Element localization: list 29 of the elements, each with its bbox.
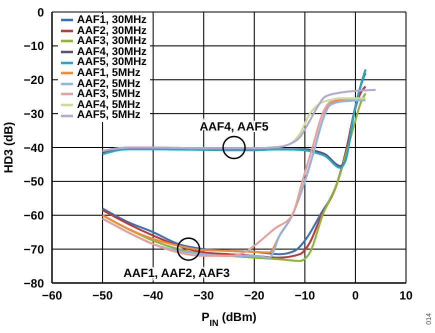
y-tick-label: −10: [24, 39, 44, 54]
legend-label: AAF5, 5MHz: [77, 109, 141, 122]
x-tick-label: −60: [42, 288, 62, 303]
x-tick-label: −50: [92, 288, 114, 303]
legend-label: AAF1, 30MHz: [77, 14, 147, 26]
legend-label: AAF3, 30MHz: [77, 35, 147, 48]
legend-label: AAF3, 5MHz: [77, 88, 141, 100]
legend-label: AAF2, 5MHz: [77, 78, 141, 90]
y-tick-label: −60: [24, 208, 44, 223]
x-tick-label: −40: [142, 288, 164, 303]
y-tick-label: −30: [24, 106, 44, 121]
y-tick-label: −80: [24, 276, 44, 290]
x-tick-label: 0: [352, 288, 360, 303]
y-axis-title: HD3 (dB): [1, 122, 16, 174]
legend-label: AAF4, 5MHz: [77, 98, 141, 111]
x-tick-label: −20: [244, 288, 265, 303]
legend-label: AAF2, 30MHz: [77, 24, 147, 37]
y-tick-label: −20: [24, 73, 44, 88]
y-tick-label: 0: [37, 5, 44, 20]
x-tick-label: −10: [294, 288, 316, 303]
x-tick-label: −30: [194, 288, 214, 303]
legend-label: AAF4, 30MHz: [77, 46, 147, 58]
legend-label: AAF1, 5MHz: [77, 66, 141, 79]
legend-label: AAF5, 30MHz: [77, 56, 147, 68]
x-tick-label: 10: [399, 288, 413, 303]
y-tick-label: −40: [24, 140, 44, 155]
y-tick-label: −50: [24, 174, 44, 189]
x-axis-title: P$_{IN}$ (dBm): [201, 310, 257, 328]
y-tick-label: −70: [24, 242, 44, 256]
